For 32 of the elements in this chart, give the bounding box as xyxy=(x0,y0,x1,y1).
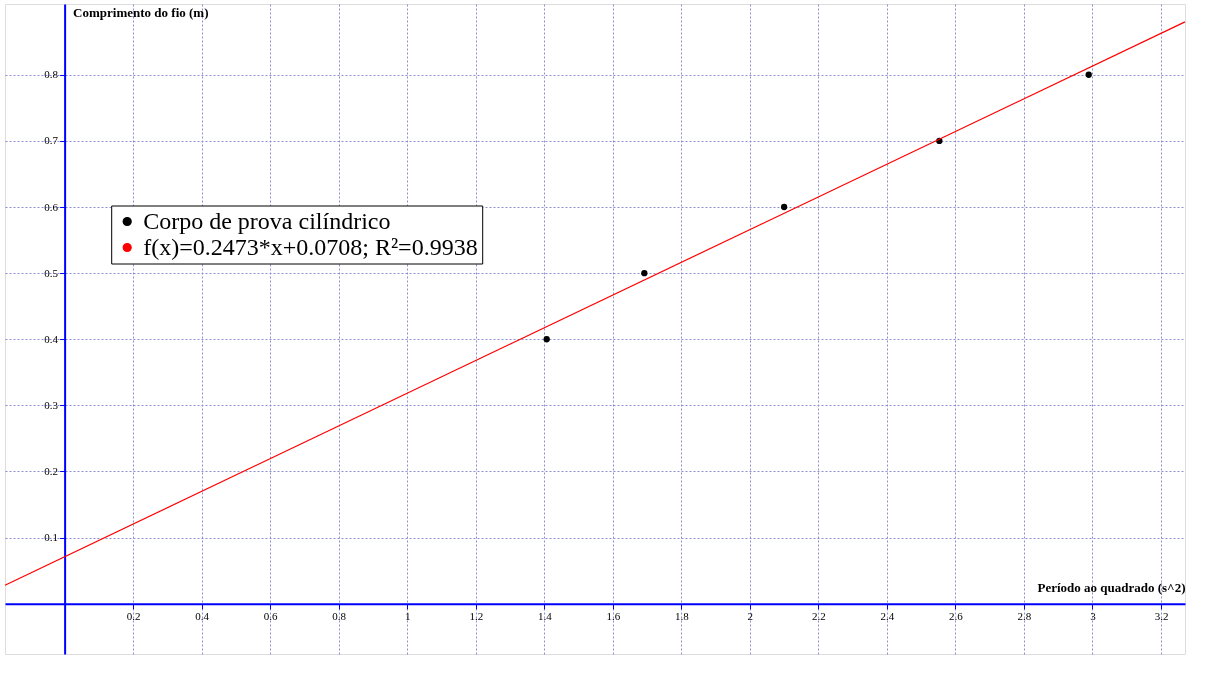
y-tick-label: 0.2 xyxy=(44,465,59,477)
x-tick-label: 0.8 xyxy=(332,610,347,623)
x-tick-label: 1.4 xyxy=(537,610,553,623)
legend-label: Corpo de prova cilíndrico xyxy=(143,207,391,234)
y-tick-label: 0.3 xyxy=(44,398,59,411)
x-tick-label: 1.6 xyxy=(606,610,621,623)
x-tick-label: 2.8 xyxy=(1017,610,1032,623)
x-tick-label: 2.2 xyxy=(812,610,826,623)
x-tick-label: 3 xyxy=(1090,610,1097,623)
x-tick-label: 0.2 xyxy=(126,610,141,623)
x-tick-label: 2 xyxy=(747,610,754,623)
point xyxy=(543,336,550,343)
x-tick-label: 1.8 xyxy=(674,610,690,623)
point xyxy=(1085,71,1092,78)
x-tick-label: 2.6 xyxy=(949,610,964,623)
y-tick-label: 0.5 xyxy=(44,266,59,279)
x-tick-label: 1 xyxy=(404,610,411,623)
y-tick-label: 0.4 xyxy=(44,332,59,345)
x-tick-label: 0.6 xyxy=(263,610,279,623)
point xyxy=(641,269,648,277)
y-tick-label: 0.6 xyxy=(44,200,59,213)
x-axis-title: Período ao quadrado (s^2) xyxy=(1037,580,1186,596)
y-axis-title: Comprimento do fio (m) xyxy=(73,4,209,20)
point xyxy=(780,203,788,211)
y-tick-label: 0.8 xyxy=(44,68,59,81)
x-tick-label: 2.4 xyxy=(880,610,895,623)
x-tick-label: 1.2 xyxy=(469,610,484,623)
x-tick-label: 3.2 xyxy=(1154,610,1169,623)
legend-label: f(x)=0.2473*x+0.0708; R²=0.9938 xyxy=(143,233,478,260)
y-tick-label: 0.1 xyxy=(44,531,59,544)
x-tick-label: 0.4 xyxy=(195,610,210,623)
y-tick-label: 0.7 xyxy=(44,134,59,147)
